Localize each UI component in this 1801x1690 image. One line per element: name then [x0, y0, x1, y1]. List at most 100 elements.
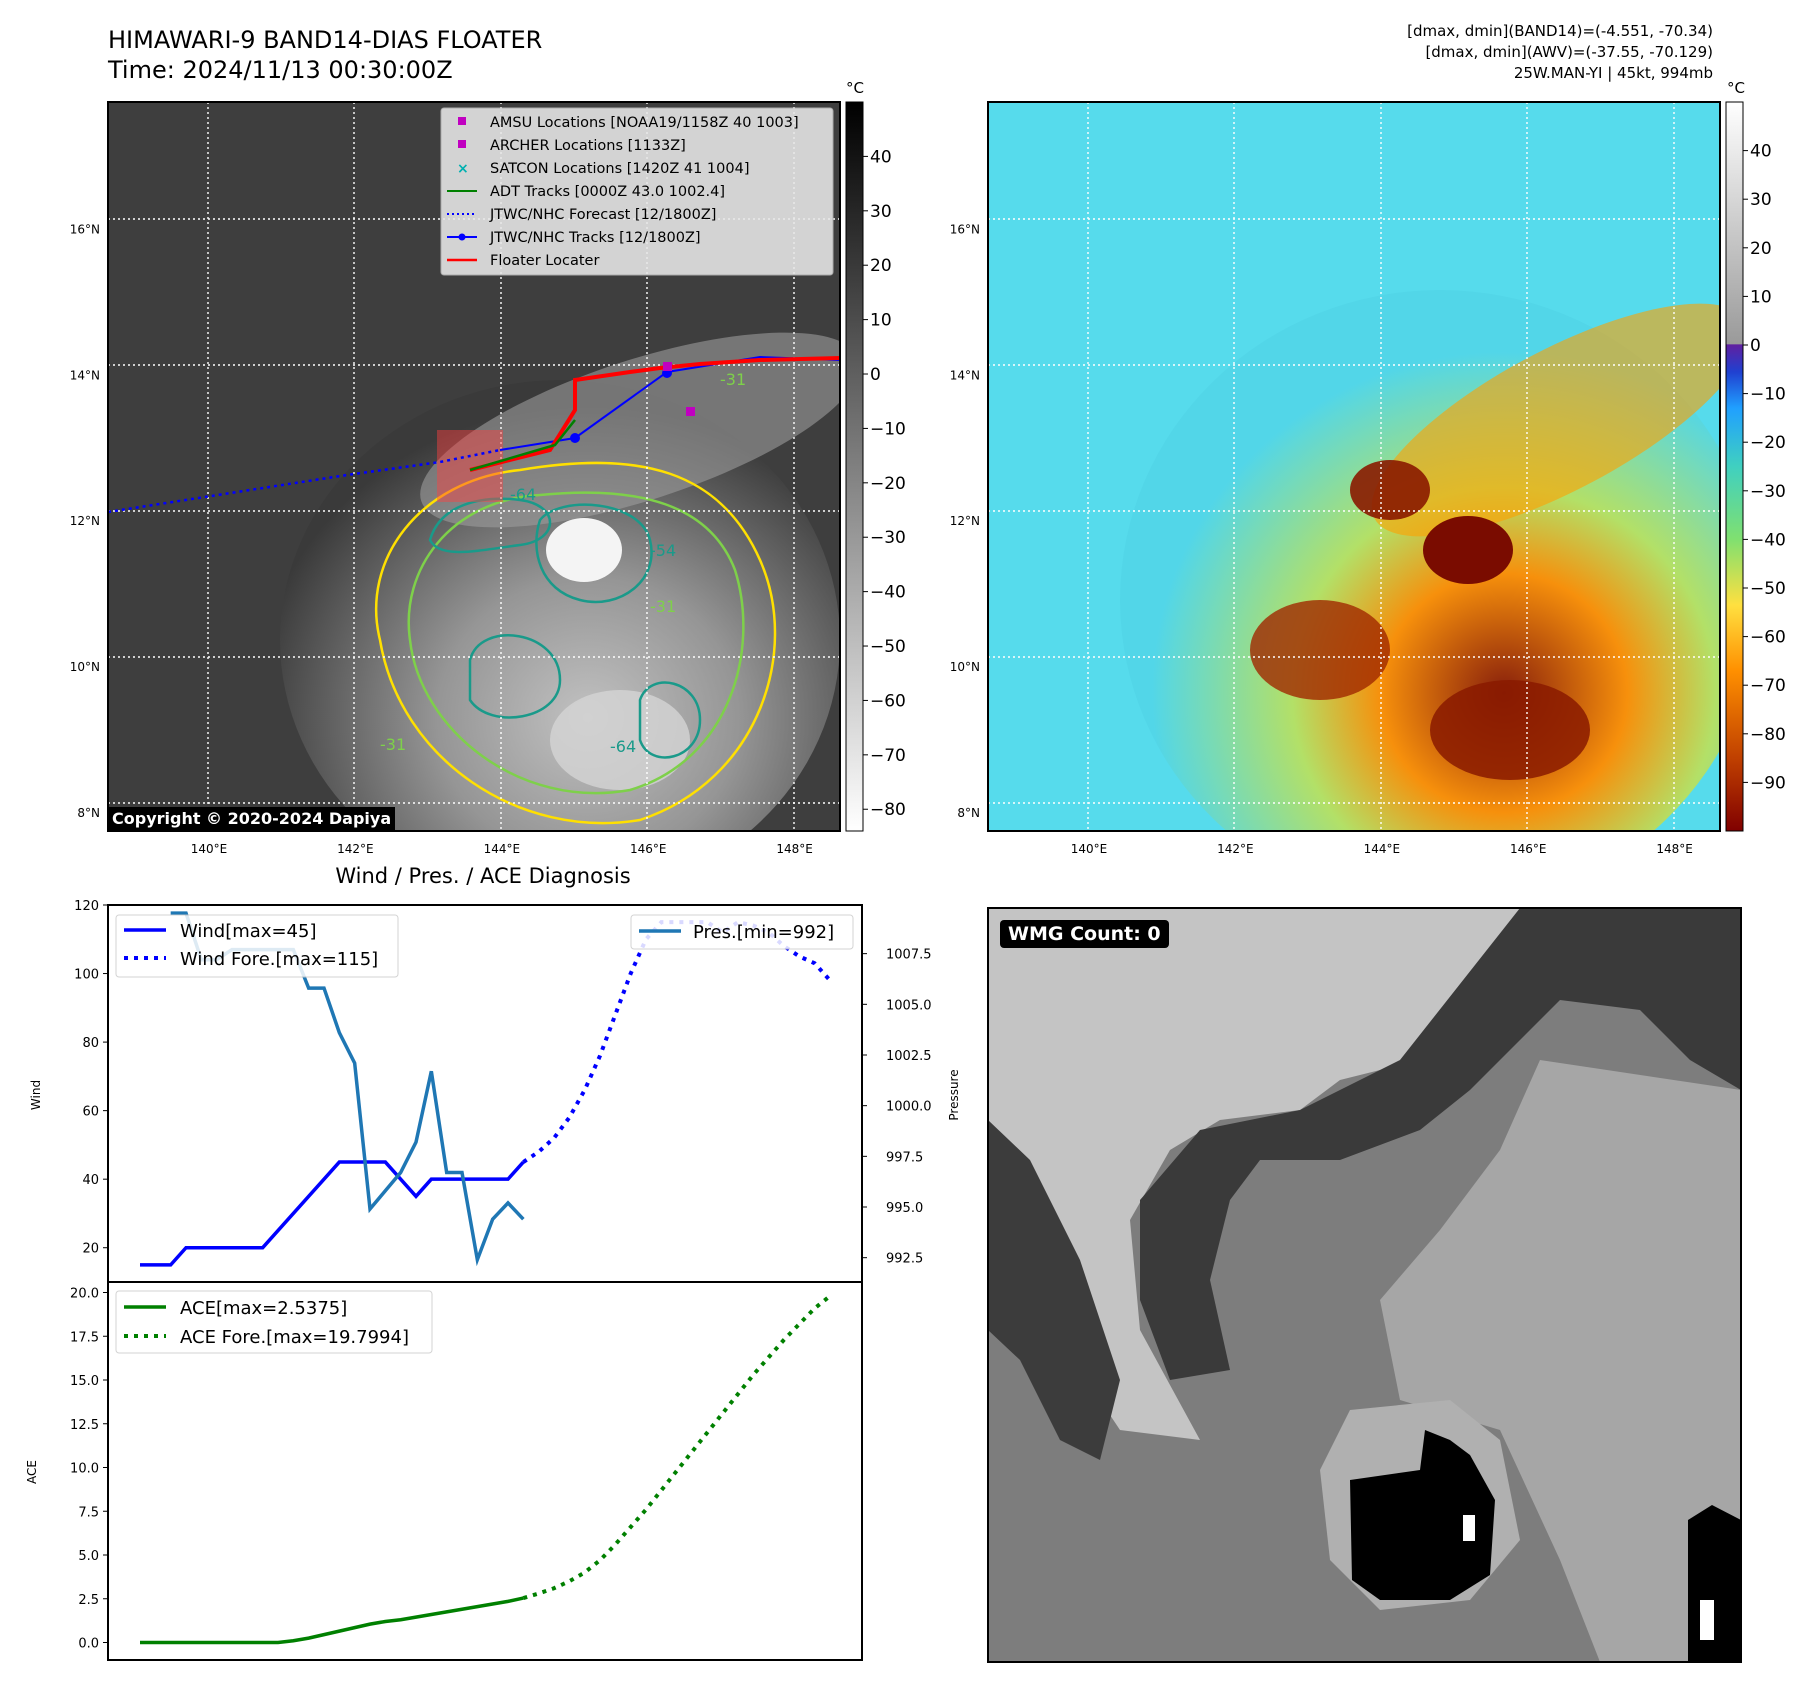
- color-colorbar-tick-label: −80: [1750, 725, 1786, 745]
- color-band-ne: [1371, 303, 1720, 537]
- ir-lat-label: 14°N: [70, 368, 100, 382]
- ir-colorbar-tick-label: −10: [870, 419, 906, 439]
- pressure-ytick-label: 1007.5: [886, 948, 932, 963]
- ir-lon-label: 142°E: [337, 842, 374, 856]
- color-lat-label: 8°N: [957, 806, 980, 820]
- map-tick-labels: 16°N 14°N 12°N 10°N 8°N 140°E 142°E 144°E 146°E 1…: [70, 223, 1693, 856]
- pressure-legend-label: Pres.[min=992]: [693, 922, 834, 943]
- ir-colorbar-tick-label: 40: [870, 147, 892, 167]
- ace-ytick-label: 15.0: [70, 1374, 99, 1389]
- archer-marker: [663, 362, 672, 371]
- ace-fore-legend-label: ACE Fore.[max=19.7994]: [180, 1327, 409, 1348]
- color-colorbar-tick-label: −40: [1750, 530, 1786, 550]
- color-colorbar-tick-label: −20: [1750, 433, 1786, 453]
- ir-colorbar-ticks: 40 30 20 10 0 −10 −20 −30 −40 −50 −60 −70 −80: [863, 147, 906, 820]
- diagnosis-title: Wind / Pres. / ACE Diagnosis: [335, 864, 630, 888]
- ir-colorbar-tick-label: 10: [870, 311, 892, 331]
- pressure-ytick-label: 1002.5: [886, 1049, 932, 1064]
- color-map-gridlines: [988, 102, 1720, 831]
- ir-colorbar-tick-label: −60: [870, 691, 906, 711]
- ace-axis-label: ACE: [25, 1460, 39, 1484]
- ace-ytick-label: 20.0: [70, 1287, 99, 1302]
- pressure-ytick-label: 1005.0: [886, 998, 932, 1013]
- color-colorbar-unit: °C: [1727, 79, 1745, 97]
- color-colorbar-ticks: 40 30 20 10 0 −10 −20 −30 −40 −50 −60 −70 −80 −90: [1743, 142, 1786, 793]
- wind-ytick-label: 60: [82, 1105, 99, 1120]
- info-line2: [dmax, dmin](AWV)=(-37.55, -70.129): [1425, 43, 1713, 61]
- ir-map-panel: -64 -54 -31 -64 -31 -31 AMSU Locations […: [107, 79, 906, 832]
- adt-track: [469, 419, 576, 472]
- legend-satcon-label: SATCON Locations [1420Z 41 1004]: [490, 161, 749, 177]
- ir-lon-label: 146°E: [630, 842, 667, 856]
- legend-satcon-swatch: ×: [457, 161, 469, 177]
- color-colorbar-tick-label: −10: [1750, 385, 1786, 405]
- color-map-frame: [987, 101, 1721, 832]
- legend-box: [440, 107, 834, 276]
- ir-cold-core-south: [550, 690, 690, 790]
- contour-teal: [428, 497, 702, 759]
- wmg-mid-region: [1380, 1060, 1741, 1662]
- ir-colorbar-tick-label: −30: [870, 528, 906, 548]
- ace-legend-label: ACE[max=2.5375]: [180, 1298, 347, 1319]
- legend-forecast-label: JTWC/NHC Forecast [12/1800Z]: [489, 207, 716, 223]
- color-core-west: [1350, 460, 1430, 520]
- legend-tracks-label: JTWC/NHC Tracks [12/1800Z]: [489, 230, 701, 246]
- ir-colorbar-tick-label: −50: [870, 637, 906, 657]
- wmg-se-black: [1688, 1505, 1741, 1662]
- ace-legend: ACE[max=2.5375] ACE Fore.[max=19.7994]: [115, 1290, 433, 1354]
- contour-yellow: [374, 461, 777, 825]
- legend-archer-swatch: [458, 140, 466, 148]
- pressure-legend: Pres.[min=992]: [630, 914, 854, 950]
- pressure-ytick-label: 997.5: [886, 1150, 923, 1165]
- color-colorbar-tick-label: 0: [1750, 336, 1761, 356]
- color-colorbar-tick-label: 40: [1750, 142, 1772, 162]
- ir-map-frame: [107, 101, 841, 832]
- ace-ytick-label: 12.5: [70, 1418, 99, 1433]
- track-legend: AMSU Locations [NOAA19/1158Z 40 1003] AR…: [440, 107, 834, 276]
- color-lon-label: 140°E: [1071, 842, 1108, 856]
- copyright-label: Copyright © 2020-2024 Dapiya: [108, 807, 396, 830]
- ir-colorbar: [845, 101, 864, 832]
- ir-colorbar-tick-label: 0: [870, 365, 881, 385]
- wind-fore-legend-label: Wind Fore.[max=115]: [180, 949, 378, 970]
- contour-label-4: -64: [610, 737, 636, 756]
- wind-ytick-label: 120: [74, 899, 99, 914]
- info-line3: 25W.MAN-YI | 45kt, 994mb: [1513, 64, 1713, 82]
- color-colorbar-tick-label: −90: [1750, 773, 1786, 793]
- wind-legend-label: Wind[max=45]: [180, 921, 317, 942]
- color-colorbar-tick-label: −60: [1750, 628, 1786, 648]
- ace-ytick-label: 7.5: [78, 1505, 99, 1520]
- ace-ytick-label: 17.5: [70, 1330, 99, 1345]
- color-lon-label: 144°E: [1364, 842, 1401, 856]
- color-lon-label: 148°E: [1656, 842, 1693, 856]
- ir-lat-label: 16°N: [70, 223, 100, 237]
- contour-label-3: -31: [650, 597, 676, 616]
- contour-label-1: -64: [510, 485, 536, 504]
- wmg-white-cell: [1463, 1515, 1475, 1541]
- wmg-frame: [987, 907, 1742, 1663]
- ir-colorbar-tick-label: 30: [870, 202, 892, 222]
- wmg-dark-band: [1140, 908, 1741, 1380]
- ir-cloud-band: [420, 332, 840, 528]
- ir-cold-core: [546, 518, 622, 582]
- wmg-panel: [987, 907, 1742, 1663]
- ir-colorbar-tick-label: −40: [870, 583, 906, 603]
- color-colorbar-tick-label: 30: [1750, 190, 1772, 210]
- ace-chart: 0.0 2.5 5.0 7.5 10.0 12.5 15.0 17.5 20.0: [70, 1287, 832, 1652]
- pressure-legend-box: [630, 914, 854, 950]
- ace-ytick-label: 2.5: [78, 1593, 99, 1608]
- ace-legend-box: [115, 1290, 433, 1354]
- color-core-south: [1430, 680, 1590, 780]
- legend-tracks-marker: [458, 233, 466, 241]
- color-colorbar-tick-label: −30: [1750, 482, 1786, 502]
- color-lon-label: 146°E: [1510, 842, 1547, 856]
- wmg-se-white: [1700, 1600, 1714, 1640]
- ir-colorbar-tick-label: −70: [870, 746, 906, 766]
- ir-lon-label: 144°E: [484, 842, 521, 856]
- plot-title-line1: HIMAWARI-9 BAND14-DIAS FLOATER: [108, 26, 543, 54]
- legend-floater-label: Floater Locater: [490, 253, 599, 269]
- color-lat-label: 16°N: [950, 223, 980, 237]
- color-lon-label: 142°E: [1217, 842, 1254, 856]
- pressure-axis-label: Pressure: [947, 1069, 961, 1120]
- wind-ytick-label: 40: [82, 1173, 99, 1188]
